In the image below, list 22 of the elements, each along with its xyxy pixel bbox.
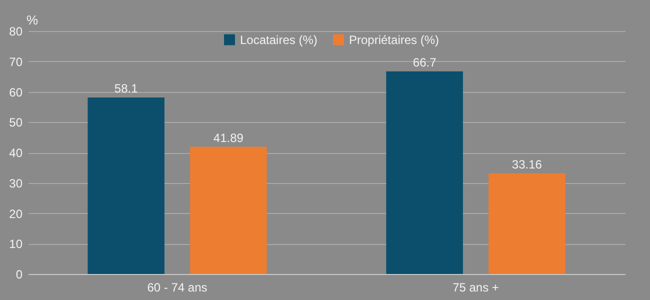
data-label: 58.1 bbox=[114, 82, 138, 96]
legend-label: Locataires (%) bbox=[240, 32, 318, 47]
legend-label: Propriétaires (%) bbox=[349, 32, 440, 47]
x-tick-label: 60 - 74 ans bbox=[147, 280, 208, 294]
y-tick-label: 20 bbox=[9, 206, 23, 221]
bar bbox=[488, 173, 566, 274]
y-tick-label: 70 bbox=[9, 54, 23, 69]
y-tick-label: 30 bbox=[9, 176, 23, 190]
y-tick-label: 0 bbox=[16, 268, 23, 282]
data-label: 33.16 bbox=[512, 157, 542, 172]
bar bbox=[386, 71, 463, 274]
bar bbox=[88, 98, 164, 274]
y-axis-title: % bbox=[26, 12, 38, 28]
x-tick-label: 75 ans + bbox=[452, 280, 499, 294]
y-tick-label: 40 bbox=[9, 146, 23, 160]
y-tick-label: 60 bbox=[9, 85, 23, 100]
y-tick-label: 10 bbox=[9, 237, 23, 252]
data-label: 41.89 bbox=[213, 130, 244, 145]
y-tick-label: 50 bbox=[9, 116, 23, 130]
y-tick-label: 80 bbox=[9, 24, 23, 38]
bar bbox=[190, 146, 267, 274]
data-label: 66.7 bbox=[412, 55, 437, 70]
